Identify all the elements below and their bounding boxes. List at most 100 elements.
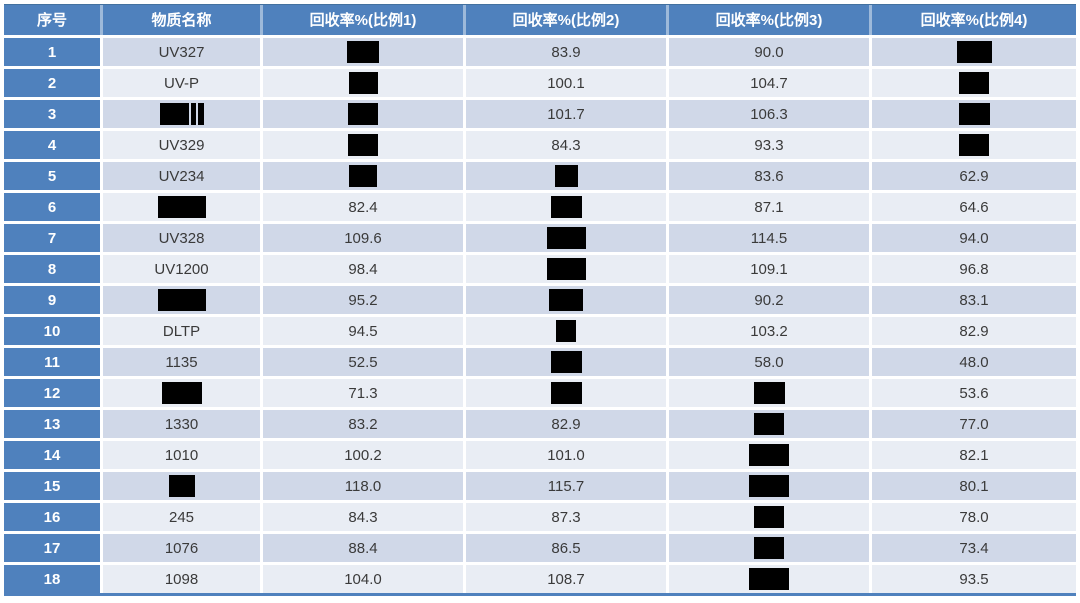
header-serial-number: 序号 xyxy=(4,5,100,35)
redaction-box xyxy=(349,165,377,187)
recovery-value-cell xyxy=(466,348,666,376)
redaction-box xyxy=(956,41,992,63)
redaction-box xyxy=(749,475,789,497)
substance-name-cell: UV327 xyxy=(103,38,260,66)
row-number-cell: 12 xyxy=(4,379,100,407)
redaction-box xyxy=(347,41,379,63)
header-recovery-ratio2: 回收率%(比例2) xyxy=(466,5,666,35)
table-row: 1 UV327 83.9 90.0 xyxy=(4,38,1076,66)
substance-name-cell: 1076 xyxy=(103,534,260,562)
recovery-value-cell: 82.9 xyxy=(466,410,666,438)
row-number-cell: 13 xyxy=(4,410,100,438)
recovery-value-cell: 109.6 xyxy=(263,224,463,252)
recovery-value-cell: 109.1 xyxy=(669,255,869,283)
table-row: 4 UV329 84.3 93.3 xyxy=(4,131,1076,159)
substance-name-cell: UV328 xyxy=(103,224,260,252)
recovery-value-cell: 90.2 xyxy=(669,286,869,314)
table-row: 14 1010 100.2 101.0 82.1 xyxy=(4,441,1076,469)
recovery-value-cell xyxy=(466,317,666,345)
recovery-value-cell: 82.4 xyxy=(263,193,463,221)
table-body: 1 UV327 83.9 90.0 2 UV-P 100.1 104.7 3 101.7 106.3… xyxy=(4,38,1076,593)
recovery-value-cell: 64.6 xyxy=(872,193,1076,221)
recovery-value-cell: 84.3 xyxy=(466,131,666,159)
redaction-box xyxy=(550,196,582,218)
substance-name-cell: DLTP xyxy=(103,317,260,345)
redaction-box xyxy=(556,320,576,342)
redaction-box xyxy=(550,351,582,373)
table-row: 15 118.0 115.7 80.1 xyxy=(4,472,1076,500)
redaction-box xyxy=(348,134,378,156)
substance-name-cell: 1010 xyxy=(103,441,260,469)
recovery-value-cell: 94.0 xyxy=(872,224,1076,252)
recovery-value-cell: 83.9 xyxy=(466,38,666,66)
row-number-cell: 16 xyxy=(4,503,100,531)
recovery-value-cell: 94.5 xyxy=(263,317,463,345)
recovery-value-cell xyxy=(466,255,666,283)
table-row: 8 UV1200 98.4 109.1 96.8 xyxy=(4,255,1076,283)
recovery-value-cell: 82.1 xyxy=(872,441,1076,469)
row-number-cell: 4 xyxy=(4,131,100,159)
recovery-value-cell: 82.9 xyxy=(872,317,1076,345)
recovery-value-cell: 96.8 xyxy=(872,255,1076,283)
row-number-cell: 2 xyxy=(4,69,100,97)
recovery-value-cell: 83.6 xyxy=(669,162,869,190)
row-number-cell: 7 xyxy=(4,224,100,252)
table-row: 12 71.3 53.6 xyxy=(4,379,1076,407)
recovery-value-cell: 114.5 xyxy=(669,224,869,252)
recovery-value-cell xyxy=(466,286,666,314)
recovery-value-cell xyxy=(669,441,869,469)
recovery-value-cell xyxy=(872,131,1076,159)
recovery-value-cell xyxy=(466,224,666,252)
table-row: 7 UV328 109.6 114.5 94.0 xyxy=(4,224,1076,252)
table-row: 17 1076 88.4 86.5 73.4 xyxy=(4,534,1076,562)
recovery-value-cell: 78.0 xyxy=(872,503,1076,531)
recovery-value-cell xyxy=(872,38,1076,66)
redaction-box xyxy=(190,103,196,125)
recovery-rate-table: 序号 物质名称 回收率%(比例1) 回收率%(比例2) 回收率%(比例3) 回收… xyxy=(4,4,1076,596)
redaction-box xyxy=(546,258,586,280)
substance-name-cell: UV1200 xyxy=(103,255,260,283)
substance-name-cell xyxy=(103,193,260,221)
redaction-box xyxy=(550,382,582,404)
redaction-box xyxy=(157,289,206,311)
row-number-cell: 8 xyxy=(4,255,100,283)
recovery-value-cell: 106.3 xyxy=(669,100,869,128)
table-row: 10 DLTP 94.5 103.2 82.9 xyxy=(4,317,1076,345)
recovery-value-cell: 104.7 xyxy=(669,69,869,97)
recovery-value-cell xyxy=(466,193,666,221)
redaction-box xyxy=(161,382,202,404)
row-number-cell: 1 xyxy=(4,38,100,66)
recovery-value-cell xyxy=(263,69,463,97)
recovery-value-cell: 83.1 xyxy=(872,286,1076,314)
recovery-value-cell: 71.3 xyxy=(263,379,463,407)
recovery-value-cell: 90.0 xyxy=(669,38,869,66)
recovery-value-cell xyxy=(872,100,1076,128)
redaction-box xyxy=(958,103,990,125)
redaction-box xyxy=(197,103,204,125)
recovery-value-cell xyxy=(669,410,869,438)
recovery-value-cell: 100.1 xyxy=(466,69,666,97)
substance-name-cell: UV329 xyxy=(103,131,260,159)
recovery-value-cell: 87.3 xyxy=(466,503,666,531)
row-number-cell: 11 xyxy=(4,348,100,376)
table-row: 13 1330 83.2 82.9 77.0 xyxy=(4,410,1076,438)
table-row: 6 82.4 87.1 64.6 xyxy=(4,193,1076,221)
substance-name-cell xyxy=(103,472,260,500)
recovery-value-cell xyxy=(263,162,463,190)
row-number-cell: 18 xyxy=(4,565,100,593)
recovery-value-cell: 101.0 xyxy=(466,441,666,469)
recovery-value-cell: 53.6 xyxy=(872,379,1076,407)
recovery-value-cell: 104.0 xyxy=(263,565,463,593)
table-row: 5 UV234 83.6 62.9 xyxy=(4,162,1076,190)
header-recovery-ratio4: 回收率%(比例4) xyxy=(872,5,1076,35)
substance-name-cell xyxy=(103,286,260,314)
redaction-box xyxy=(157,196,206,218)
recovery-value-cell: 108.7 xyxy=(466,565,666,593)
recovery-value-cell: 95.2 xyxy=(263,286,463,314)
recovery-value-cell xyxy=(263,38,463,66)
redaction-box xyxy=(753,382,785,404)
substance-name-cell: 1135 xyxy=(103,348,260,376)
substance-name-cell: 1098 xyxy=(103,565,260,593)
recovery-value-cell: 115.7 xyxy=(466,472,666,500)
row-number-cell: 9 xyxy=(4,286,100,314)
